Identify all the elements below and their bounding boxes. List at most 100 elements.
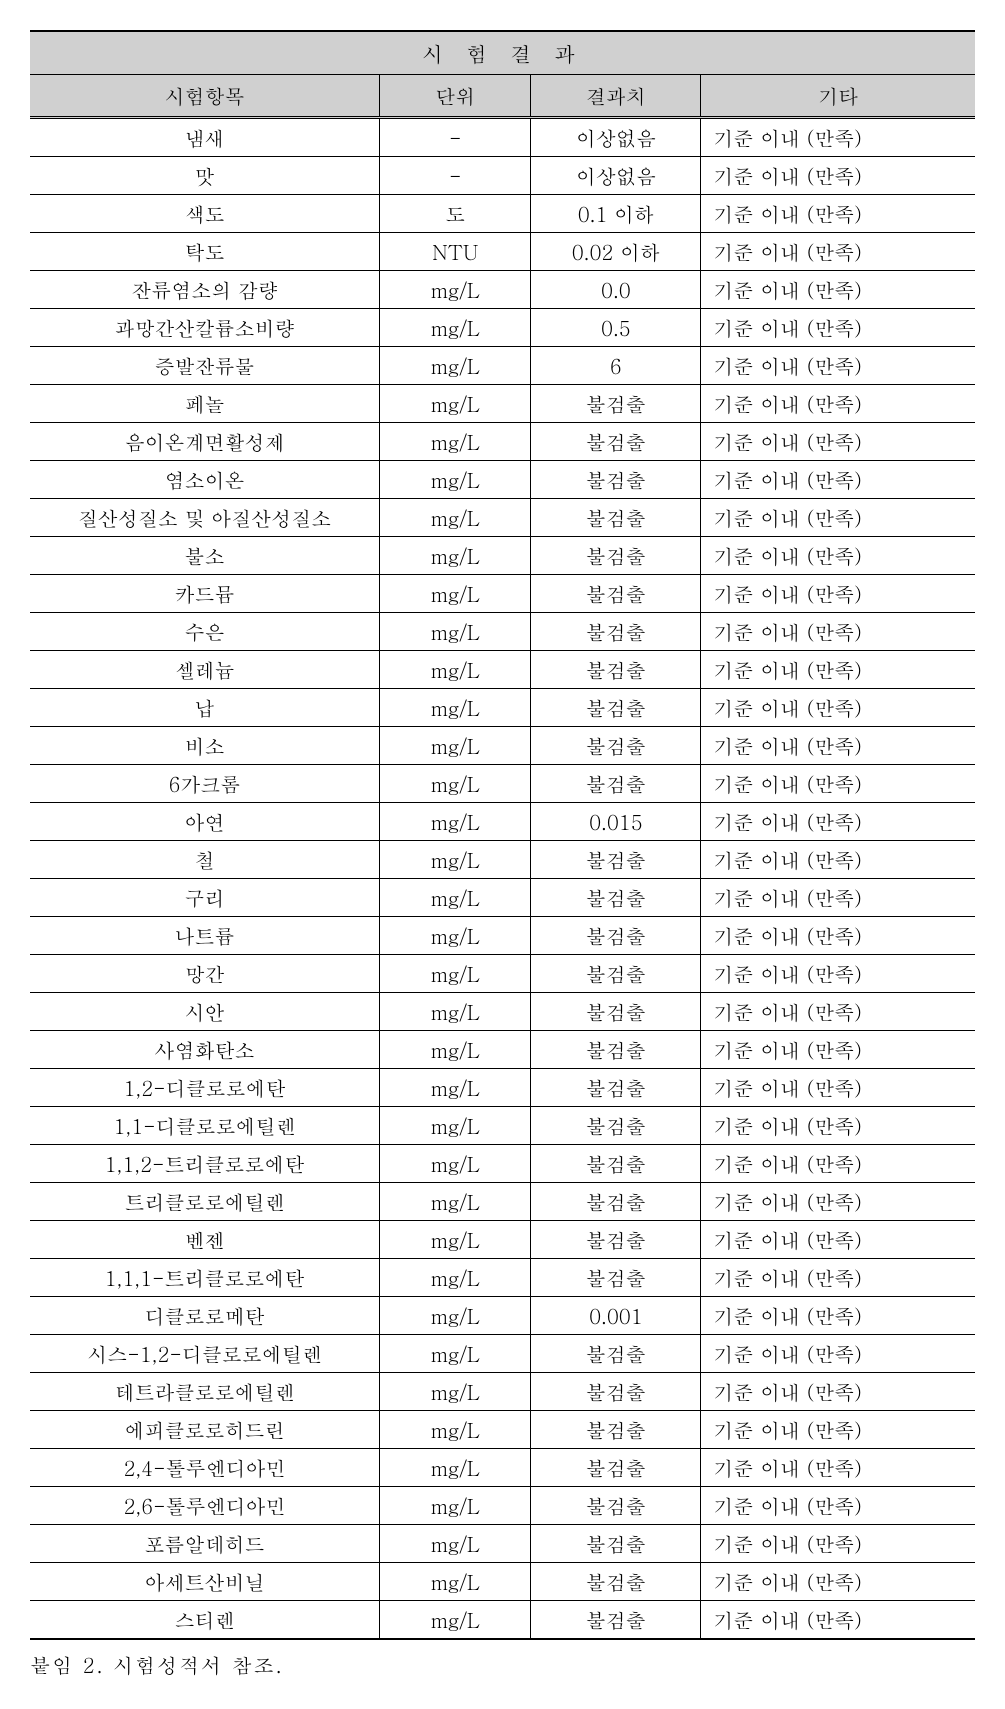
cell-result: 불검출 <box>531 955 701 993</box>
cell-unit: mg/L <box>380 765 531 803</box>
cell-unit: mg/L <box>380 1259 531 1297</box>
cell-other: 기준 이내 (만족) <box>701 347 975 385</box>
cell-other: 기준 이내 (만족) <box>701 537 975 575</box>
table-row: 색도도0.1 이하기준 이내 (만족) <box>30 195 975 233</box>
cell-item: 페놀 <box>30 385 380 423</box>
cell-item: 1,1-디클로로에틸렌 <box>30 1107 380 1145</box>
table-row: 1,1-디클로로에틸렌mg/L불검출기준 이내 (만족) <box>30 1107 975 1145</box>
cell-unit: mg/L <box>380 1069 531 1107</box>
cell-item: 음이온계면활성제 <box>30 423 380 461</box>
table-row: 1,2-디클로로에탄mg/L불검출기준 이내 (만족) <box>30 1069 975 1107</box>
cell-unit: mg/L <box>380 803 531 841</box>
table-body: 냄새-이상없음기준 이내 (만족)맛-이상없음기준 이내 (만족)색도도0.1 … <box>30 118 975 1640</box>
cell-item: 셀레늄 <box>30 651 380 689</box>
cell-result: 불검출 <box>531 385 701 423</box>
cell-unit: mg/L <box>380 1563 531 1601</box>
cell-unit: mg/L <box>380 993 531 1031</box>
table-row: 아세트산비닐mg/L불검출기준 이내 (만족) <box>30 1563 975 1601</box>
cell-result: 불검출 <box>531 537 701 575</box>
cell-unit: mg/L <box>380 1411 531 1449</box>
cell-unit: mg/L <box>380 423 531 461</box>
cell-item: 나트륨 <box>30 917 380 955</box>
table-row: 맛-이상없음기준 이내 (만족) <box>30 157 975 195</box>
cell-result: 0.001 <box>531 1297 701 1335</box>
cell-unit: mg/L <box>380 613 531 651</box>
cell-item: 테트라클로로에틸렌 <box>30 1373 380 1411</box>
cell-unit: mg/L <box>380 1297 531 1335</box>
cell-result: 이상없음 <box>531 157 701 195</box>
cell-item: 납 <box>30 689 380 727</box>
cell-result: 불검출 <box>531 841 701 879</box>
cell-unit: mg/L <box>380 271 531 309</box>
cell-result: 불검출 <box>531 1487 701 1525</box>
cell-unit: mg/L <box>380 1031 531 1069</box>
cell-result: 불검출 <box>531 993 701 1031</box>
cell-other: 기준 이내 (만족) <box>701 309 975 347</box>
cell-item: 불소 <box>30 537 380 575</box>
footnote: 붙임 2. 시험성적서 참조. <box>30 1650 975 1679</box>
cell-result: 불검출 <box>531 1259 701 1297</box>
cell-other: 기준 이내 (만족) <box>701 879 975 917</box>
cell-unit: 도 <box>380 195 531 233</box>
cell-unit: mg/L <box>380 917 531 955</box>
cell-other: 기준 이내 (만족) <box>701 765 975 803</box>
cell-result: 0.0 <box>531 271 701 309</box>
cell-other: 기준 이내 (만족) <box>701 651 975 689</box>
table-row: 페놀mg/L불검출기준 이내 (만족) <box>30 385 975 423</box>
table-row: 수은mg/L불검출기준 이내 (만족) <box>30 613 975 651</box>
table-row: 음이온계면활성제mg/L불검출기준 이내 (만족) <box>30 423 975 461</box>
table-row: 납mg/L불검출기준 이내 (만족) <box>30 689 975 727</box>
cell-other: 기준 이내 (만족) <box>701 993 975 1031</box>
cell-other: 기준 이내 (만족) <box>701 955 975 993</box>
table-row: 카드뮴mg/L불검출기준 이내 (만족) <box>30 575 975 613</box>
cell-unit: mg/L <box>380 1601 531 1640</box>
cell-result: 불검출 <box>531 1031 701 1069</box>
cell-other: 기준 이내 (만족) <box>701 195 975 233</box>
cell-result: 불검출 <box>531 1335 701 1373</box>
cell-item: 염소이온 <box>30 461 380 499</box>
cell-result: 6 <box>531 347 701 385</box>
cell-result: 불검출 <box>531 765 701 803</box>
cell-other: 기준 이내 (만족) <box>701 1221 975 1259</box>
cell-unit: mg/L <box>380 651 531 689</box>
cell-other: 기준 이내 (만족) <box>701 803 975 841</box>
cell-other: 기준 이내 (만족) <box>701 1487 975 1525</box>
cell-other: 기준 이내 (만족) <box>701 841 975 879</box>
cell-result: 불검출 <box>531 575 701 613</box>
cell-other: 기준 이내 (만족) <box>701 1335 975 1373</box>
cell-result: 불검출 <box>531 1563 701 1601</box>
table-row: 탁도NTU0.02 이하기준 이내 (만족) <box>30 233 975 271</box>
cell-item: 철 <box>30 841 380 879</box>
table-row: 트리클로로에틸렌mg/L불검출기준 이내 (만족) <box>30 1183 975 1221</box>
cell-result: 불검출 <box>531 461 701 499</box>
table-row: 6가크롬mg/L불검출기준 이내 (만족) <box>30 765 975 803</box>
table-row: 망간mg/L불검출기준 이내 (만족) <box>30 955 975 993</box>
table-row: 에피클로로히드린mg/L불검출기준 이내 (만족) <box>30 1411 975 1449</box>
cell-unit: mg/L <box>380 1221 531 1259</box>
cell-other: 기준 이내 (만족) <box>701 233 975 271</box>
table-row: 질산성질소 및 아질산성질소mg/L불검출기준 이내 (만족) <box>30 499 975 537</box>
table-row: 스티렌mg/L불검출기준 이내 (만족) <box>30 1601 975 1640</box>
column-header-item: 시험항목 <box>30 75 380 118</box>
cell-result: 불검출 <box>531 1373 701 1411</box>
cell-result: 불검출 <box>531 613 701 651</box>
table-row: 잔류염소의 감량mg/L0.0기준 이내 (만족) <box>30 271 975 309</box>
cell-other: 기준 이내 (만족) <box>701 1107 975 1145</box>
cell-unit: mg/L <box>380 841 531 879</box>
table-title: 시 험 결 과 <box>30 31 975 75</box>
cell-unit: mg/L <box>380 537 531 575</box>
cell-other: 기준 이내 (만족) <box>701 157 975 195</box>
cell-unit: mg/L <box>380 1183 531 1221</box>
cell-item: 질산성질소 및 아질산성질소 <box>30 499 380 537</box>
cell-item: 에피클로로히드린 <box>30 1411 380 1449</box>
cell-item: 벤젠 <box>30 1221 380 1259</box>
cell-unit: mg/L <box>380 1373 531 1411</box>
cell-unit: - <box>380 118 531 157</box>
cell-item: 포름알데히드 <box>30 1525 380 1563</box>
table-row: 철mg/L불검출기준 이내 (만족) <box>30 841 975 879</box>
cell-other: 기준 이내 (만족) <box>701 1563 975 1601</box>
cell-item: 망간 <box>30 955 380 993</box>
cell-other: 기준 이내 (만족) <box>701 1373 975 1411</box>
cell-item: 사염화탄소 <box>30 1031 380 1069</box>
cell-result: 불검출 <box>531 879 701 917</box>
